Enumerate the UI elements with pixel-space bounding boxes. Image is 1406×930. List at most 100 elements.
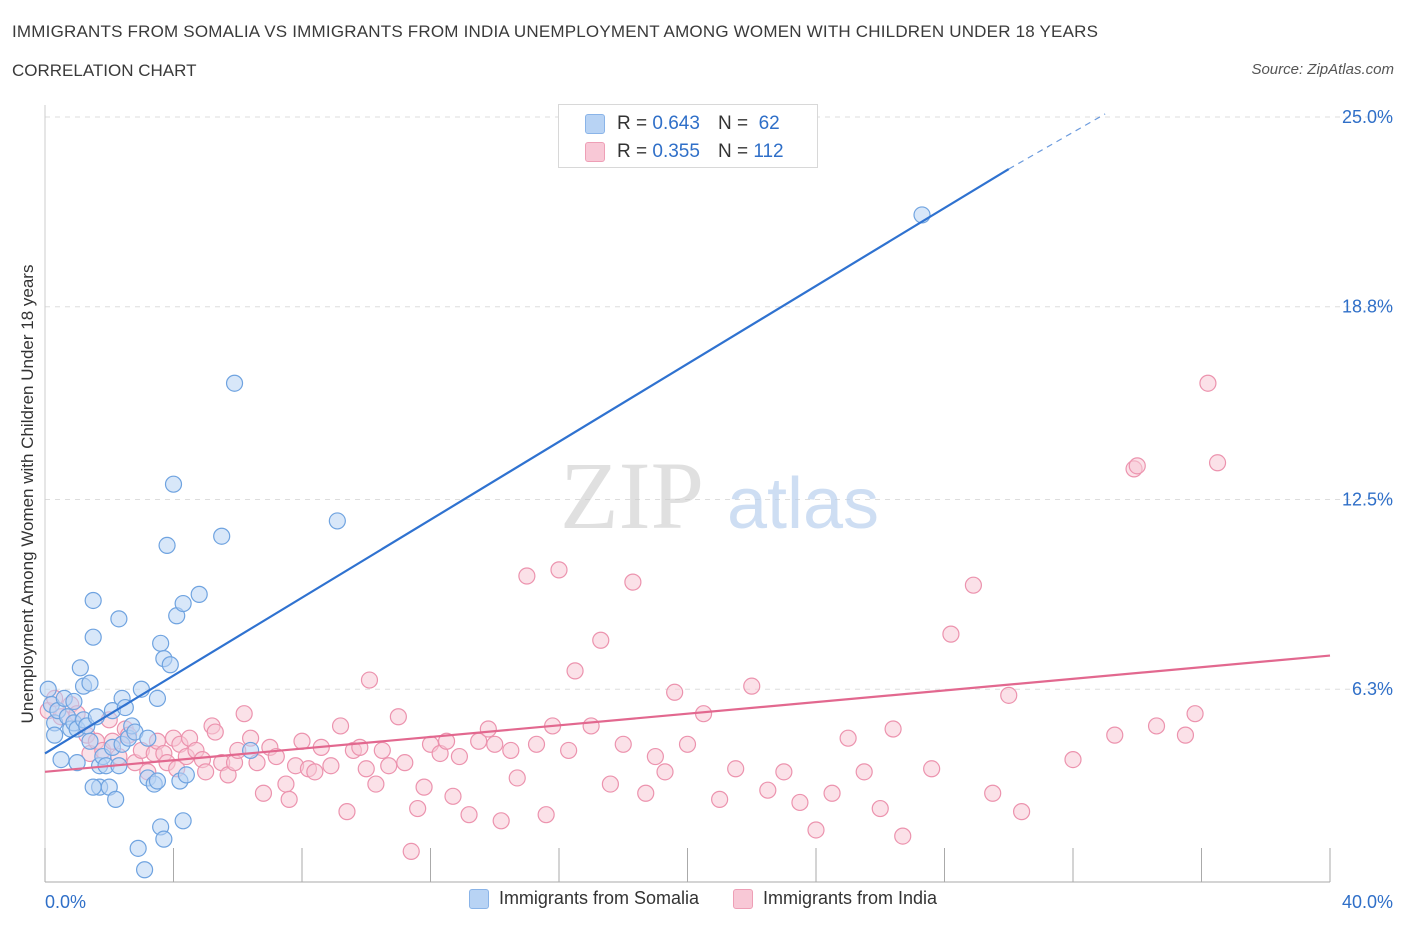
india-point xyxy=(1208,454,1227,472)
india-point xyxy=(1176,726,1195,744)
india-point xyxy=(527,735,546,753)
india-point xyxy=(656,763,674,781)
somalia-legend-label: Immigrants from Somalia xyxy=(498,888,699,908)
n-label: N = xyxy=(717,141,749,162)
r-label: R = xyxy=(617,141,648,162)
india-point xyxy=(367,775,385,793)
india-point xyxy=(360,671,379,689)
india-point xyxy=(402,842,420,861)
india-point xyxy=(460,806,478,824)
india-point xyxy=(727,760,745,778)
y-tick-label: 12.5% xyxy=(1342,490,1393,510)
india-point xyxy=(884,720,902,738)
watermark-zip: ZIP xyxy=(560,442,704,549)
india-point xyxy=(984,784,1002,802)
somalia-point xyxy=(161,656,179,674)
y-tick-label: 6.3% xyxy=(1352,679,1393,699)
india-point xyxy=(823,784,841,802)
india-point xyxy=(1186,705,1204,723)
india-point xyxy=(331,717,350,735)
r-label: R = xyxy=(617,113,648,134)
india-point xyxy=(1128,457,1146,475)
india-point xyxy=(791,793,809,812)
india-point xyxy=(550,561,568,579)
somalia-point xyxy=(81,674,99,692)
tick-labels: 6.3% 12.5% 18.8% 25.0% 0.0% 40.0% xyxy=(45,107,1393,912)
india-point xyxy=(322,757,340,775)
somalia-n-value: 62 xyxy=(758,113,780,134)
india-point xyxy=(492,812,510,830)
somalia-legend-swatch xyxy=(468,888,489,909)
india-point xyxy=(277,775,295,793)
somalia-point xyxy=(164,475,183,493)
series-legend: Immigrants from Somalia Immigrants from … xyxy=(0,888,1406,909)
india-point xyxy=(254,784,273,802)
somalia-point xyxy=(46,726,64,744)
somalia-point xyxy=(110,610,128,628)
india-point xyxy=(437,732,456,750)
somalia-trend-line xyxy=(44,168,1010,755)
india-legend-label: Immigrants from India xyxy=(763,888,938,908)
y-axis-label: Unemployment Among Women with Children U… xyxy=(18,265,37,724)
india-point xyxy=(743,677,761,695)
india-point xyxy=(592,631,610,649)
india-point xyxy=(409,799,427,818)
india-point xyxy=(614,735,632,753)
india-point xyxy=(807,821,825,839)
india-point xyxy=(380,757,398,775)
india-point xyxy=(871,799,889,818)
legend-row-india: R = 0.355 N = 112 xyxy=(585,141,784,163)
somalia-point xyxy=(174,594,192,613)
y-tick-label: 25.0% xyxy=(1342,107,1393,127)
india-point xyxy=(479,720,497,738)
chart-title: IMMIGRANTS FROM SOMALIA VS IMMIGRANTS FR… xyxy=(12,22,1099,41)
legend-item-somalia: Immigrants from Somalia xyxy=(468,888,699,909)
trend-lines xyxy=(44,113,1331,773)
india-point xyxy=(560,741,578,760)
somalia-swatch xyxy=(585,114,605,134)
somalia-point xyxy=(148,772,167,790)
correlation-legend: R = 0.643 N = 62 R = 0.355 N = 112 xyxy=(558,104,818,168)
india-point xyxy=(1000,686,1018,704)
india-swatch xyxy=(585,142,605,162)
india-point xyxy=(646,747,664,766)
india-point xyxy=(280,790,298,808)
india-point xyxy=(267,747,285,766)
somalia-point xyxy=(152,634,170,652)
somalia-point xyxy=(139,729,157,747)
india-point xyxy=(855,763,873,781)
india-point xyxy=(306,763,324,781)
somalia-point xyxy=(52,750,70,769)
somalia-point xyxy=(177,766,195,784)
india-point xyxy=(389,708,407,726)
india-point xyxy=(357,760,375,778)
india-point xyxy=(637,784,655,802)
somalia-point xyxy=(65,692,83,711)
india-point xyxy=(450,747,469,766)
somalia-point xyxy=(81,732,99,750)
somalia-point xyxy=(225,374,244,392)
source-credit: Source: ZipAtlas.com xyxy=(1251,61,1394,78)
india-point xyxy=(1012,803,1031,821)
india-legend-swatch xyxy=(733,888,753,909)
india-point xyxy=(508,769,526,787)
somalia-point xyxy=(155,830,173,848)
india-point xyxy=(678,735,697,753)
legend-item-india: Immigrants from India xyxy=(733,888,937,909)
india-point xyxy=(1147,717,1166,735)
india-point xyxy=(964,576,983,594)
india-point xyxy=(666,683,684,701)
india-trend-line xyxy=(44,654,1331,773)
india-n-value: 112 xyxy=(753,141,784,162)
y-tick-label: 18.8% xyxy=(1342,297,1393,317)
india-point xyxy=(839,729,857,747)
india-point xyxy=(601,775,620,793)
india-point xyxy=(624,573,642,591)
grid-lines xyxy=(45,116,1395,690)
india-point xyxy=(518,567,536,585)
somalia-point xyxy=(84,628,102,646)
chart-subtitle: CORRELATION CHART xyxy=(12,61,197,80)
india-point xyxy=(894,827,912,845)
india-point xyxy=(293,732,311,750)
